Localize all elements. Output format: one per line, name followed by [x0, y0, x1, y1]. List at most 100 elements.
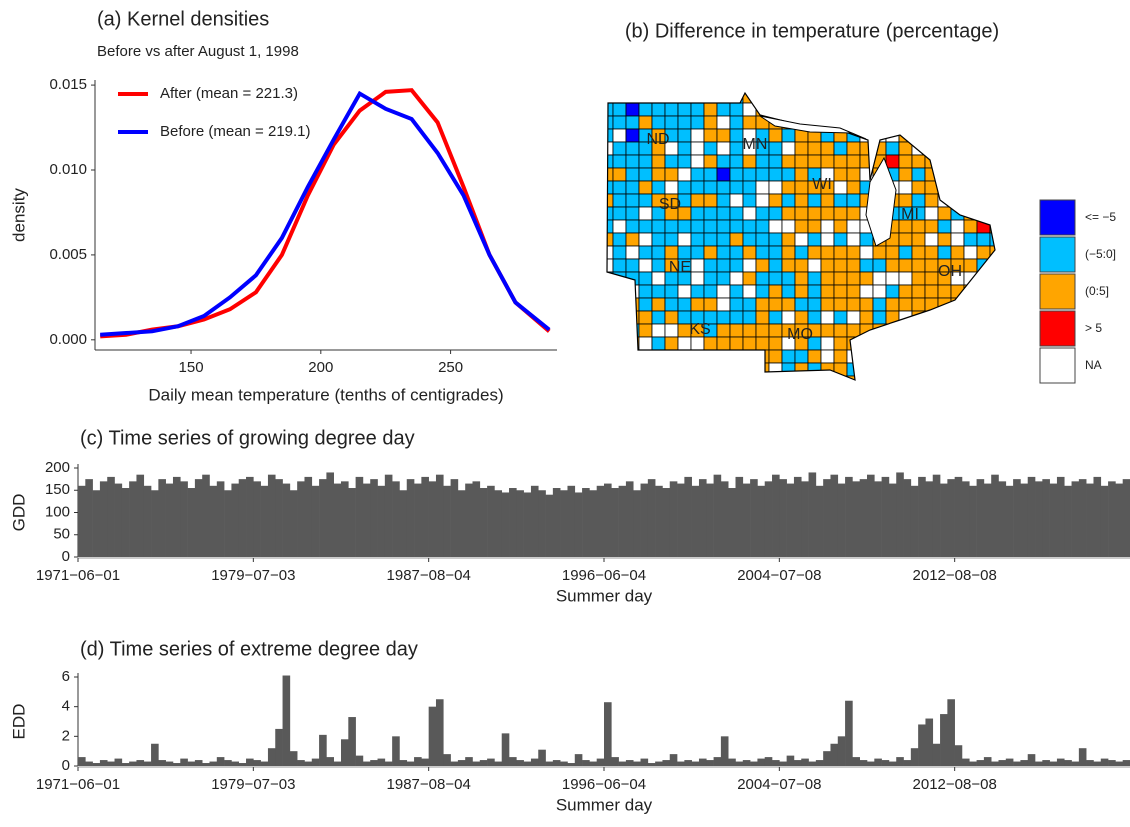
county [911, 310, 926, 325]
county [898, 245, 913, 260]
county [716, 336, 731, 351]
county [807, 232, 822, 247]
county [716, 193, 731, 208]
legend-swatch [1039, 310, 1076, 347]
county [781, 128, 796, 143]
county [716, 154, 731, 169]
county [729, 310, 744, 325]
county [677, 93, 692, 104]
county [781, 219, 796, 234]
county [612, 128, 627, 143]
county [716, 375, 731, 380]
state-label: MO [787, 326, 813, 343]
county [937, 180, 952, 195]
bar [867, 761, 875, 766]
county [898, 193, 913, 208]
bar [596, 758, 605, 766]
bar [969, 761, 977, 766]
bar [1100, 485, 1109, 557]
bar [297, 760, 305, 766]
county [872, 362, 887, 377]
county [976, 375, 991, 380]
county [859, 141, 874, 156]
county [703, 128, 718, 143]
county [664, 362, 679, 377]
county [755, 245, 770, 260]
bar [925, 481, 934, 557]
county [638, 102, 653, 117]
bar [341, 739, 349, 766]
county [768, 102, 783, 117]
bar [1115, 761, 1123, 766]
county [859, 362, 874, 377]
bar [888, 483, 897, 557]
county [638, 245, 653, 260]
bar [1027, 754, 1036, 766]
bar [896, 757, 904, 766]
county [976, 245, 991, 260]
county [664, 375, 679, 380]
bar [932, 743, 941, 766]
county [963, 180, 978, 195]
x-tick-label: 2012−08−08 [913, 776, 997, 793]
county [989, 180, 995, 195]
county [963, 141, 978, 156]
bar [377, 485, 386, 557]
county [729, 128, 744, 143]
bar [618, 485, 627, 557]
bar [494, 761, 503, 766]
county [911, 102, 926, 117]
bar [1042, 760, 1050, 766]
county [846, 141, 861, 156]
bar [99, 760, 108, 766]
bar [976, 479, 985, 557]
bar [618, 761, 627, 766]
county [716, 93, 731, 104]
county [989, 93, 995, 104]
county [833, 271, 848, 286]
county [716, 102, 731, 117]
bar [815, 760, 824, 766]
county [612, 284, 627, 299]
county [607, 93, 614, 104]
county [716, 232, 731, 247]
county [742, 115, 757, 130]
county [607, 336, 614, 351]
county [729, 115, 744, 130]
county [612, 258, 627, 273]
county [651, 323, 666, 338]
bar [435, 699, 444, 766]
bar [910, 485, 919, 557]
county [781, 167, 796, 182]
county [664, 297, 679, 312]
county [625, 349, 640, 364]
county [625, 115, 640, 130]
state-label: NE [669, 259, 691, 276]
bar [479, 488, 488, 557]
county [859, 349, 874, 364]
county [703, 271, 718, 286]
bar [1078, 479, 1087, 557]
county [716, 245, 731, 260]
county [872, 310, 887, 325]
bar [735, 761, 744, 766]
y-axis-label: density [9, 188, 28, 242]
county [612, 297, 627, 312]
bar [662, 488, 671, 557]
county [729, 362, 744, 377]
panel-title: (c) Time series of growing degree day [80, 427, 415, 449]
county [950, 141, 965, 156]
bar [151, 490, 159, 557]
county [911, 128, 926, 143]
bar [969, 485, 977, 557]
county [989, 115, 995, 130]
county [885, 362, 900, 377]
county [989, 141, 995, 156]
county [937, 336, 952, 351]
county [846, 232, 861, 247]
county [807, 219, 822, 234]
county [937, 284, 952, 299]
bar [428, 706, 437, 766]
county [989, 245, 995, 260]
bar [720, 736, 729, 766]
